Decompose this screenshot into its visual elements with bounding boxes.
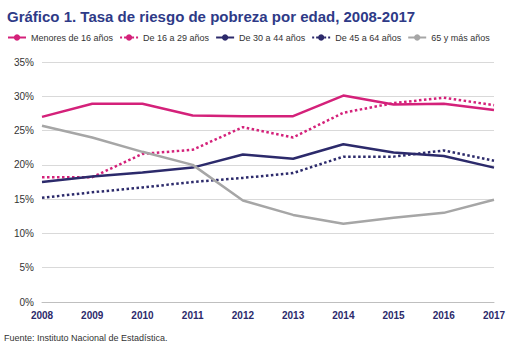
svg-text:20%: 20% — [14, 159, 34, 170]
svg-text:De 45 a 64 años: De 45 a 64 años — [335, 33, 402, 43]
svg-text:15%: 15% — [14, 194, 34, 205]
svg-text:De 16 a 29 años: De 16 a 29 años — [143, 33, 210, 43]
svg-text:Fuente: Instituto Nacional de: Fuente: Instituto Nacional de Estadístic… — [4, 333, 168, 343]
svg-text:2008: 2008 — [31, 310, 54, 321]
svg-text:2011: 2011 — [182, 310, 204, 321]
svg-text:De 30 a 44 años: De 30 a 44 años — [239, 33, 306, 43]
svg-text:2015: 2015 — [382, 310, 405, 321]
svg-text:25%: 25% — [14, 125, 34, 136]
svg-text:10%: 10% — [14, 228, 34, 239]
svg-text:2012: 2012 — [232, 310, 255, 321]
svg-text:2009: 2009 — [81, 310, 104, 321]
svg-text:2017: 2017 — [483, 310, 506, 321]
svg-text:35%: 35% — [14, 57, 34, 68]
svg-text:2010: 2010 — [131, 310, 154, 321]
svg-text:2014: 2014 — [332, 310, 355, 321]
svg-text:5%: 5% — [20, 262, 35, 273]
svg-text:65 y más años: 65 y más años — [431, 33, 490, 43]
svg-text:Menores de 16 años: Menores de 16 años — [31, 33, 114, 43]
svg-text:Gráfico 1. Tasa de riesgo de p: Gráfico 1. Tasa de riesgo de pobreza por… — [7, 8, 415, 25]
svg-text:30%: 30% — [14, 91, 34, 102]
svg-text:2013: 2013 — [282, 310, 305, 321]
svg-text:0%: 0% — [20, 297, 35, 308]
svg-text:2016: 2016 — [433, 310, 456, 321]
